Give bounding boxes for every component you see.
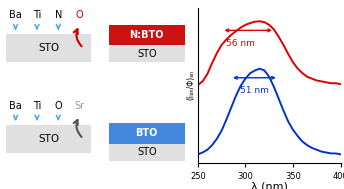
Bar — [6, 34, 92, 62]
Text: Ba: Ba — [9, 10, 22, 20]
Text: Ti: Ti — [33, 101, 41, 111]
Text: STO: STO — [137, 49, 157, 59]
Bar — [109, 144, 185, 161]
X-axis label: λ (nm): λ (nm) — [251, 182, 288, 189]
Bar — [109, 45, 185, 62]
Text: N: N — [55, 10, 62, 20]
Text: N:BTO: N:BTO — [129, 30, 164, 40]
Text: STO: STO — [137, 147, 157, 157]
Text: 56 nm: 56 nm — [226, 39, 255, 48]
Text: STO: STO — [38, 134, 59, 144]
Bar — [109, 25, 185, 45]
Text: BTO: BTO — [136, 128, 158, 138]
Text: 51 nm: 51 nm — [240, 86, 269, 95]
Text: O: O — [54, 101, 62, 111]
Bar — [6, 125, 92, 153]
Text: Ti: Ti — [33, 10, 41, 20]
Bar — [109, 123, 185, 144]
Text: Sr: Sr — [75, 101, 85, 111]
Y-axis label: (Iₗₐₙ/Φ)ₐₙ: (Iₗₐₙ/Φ)ₐₙ — [186, 70, 195, 100]
Text: Ba: Ba — [9, 101, 22, 111]
Text: STO: STO — [38, 43, 59, 53]
Text: O: O — [76, 10, 84, 20]
